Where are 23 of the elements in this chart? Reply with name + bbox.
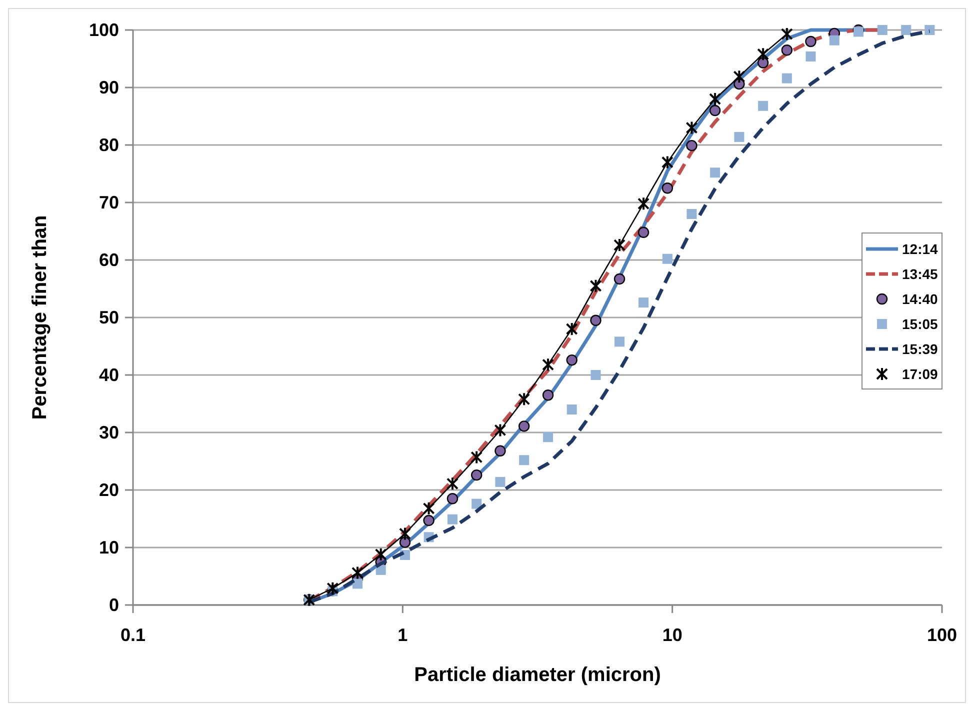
legend-label: 12:14 [902,241,938,257]
y-tick-label: 0 [108,595,119,615]
y-tick-label: 30 [98,422,119,442]
legend-label: 15:05 [902,316,938,332]
y-tick-label: 20 [98,480,119,500]
x-axis-title: Particle diameter (micron) [414,664,661,686]
x-tick-label: 100 [926,625,958,645]
y-tick-label: 50 [98,308,119,328]
x-tick-label: 0.1 [120,625,146,645]
legend-label: 17:09 [902,366,938,382]
y-tick-label: 10 [98,538,119,558]
y-axis-title: Percentage finer than [29,215,51,420]
y-tick-label: 60 [98,250,119,270]
x-tick-label: 10 [662,625,682,645]
y-tick-label: 80 [98,135,119,155]
y-tick-label: 40 [98,365,119,385]
legend-label: 13:45 [902,266,938,282]
y-tick-label: 90 [98,78,119,98]
x-tick-label: 1 [398,625,408,645]
y-tick-label: 100 [88,20,119,40]
legend-label: 14:40 [902,291,938,307]
y-tick-label: 70 [98,192,119,212]
legend-label: 15:39 [902,341,938,357]
